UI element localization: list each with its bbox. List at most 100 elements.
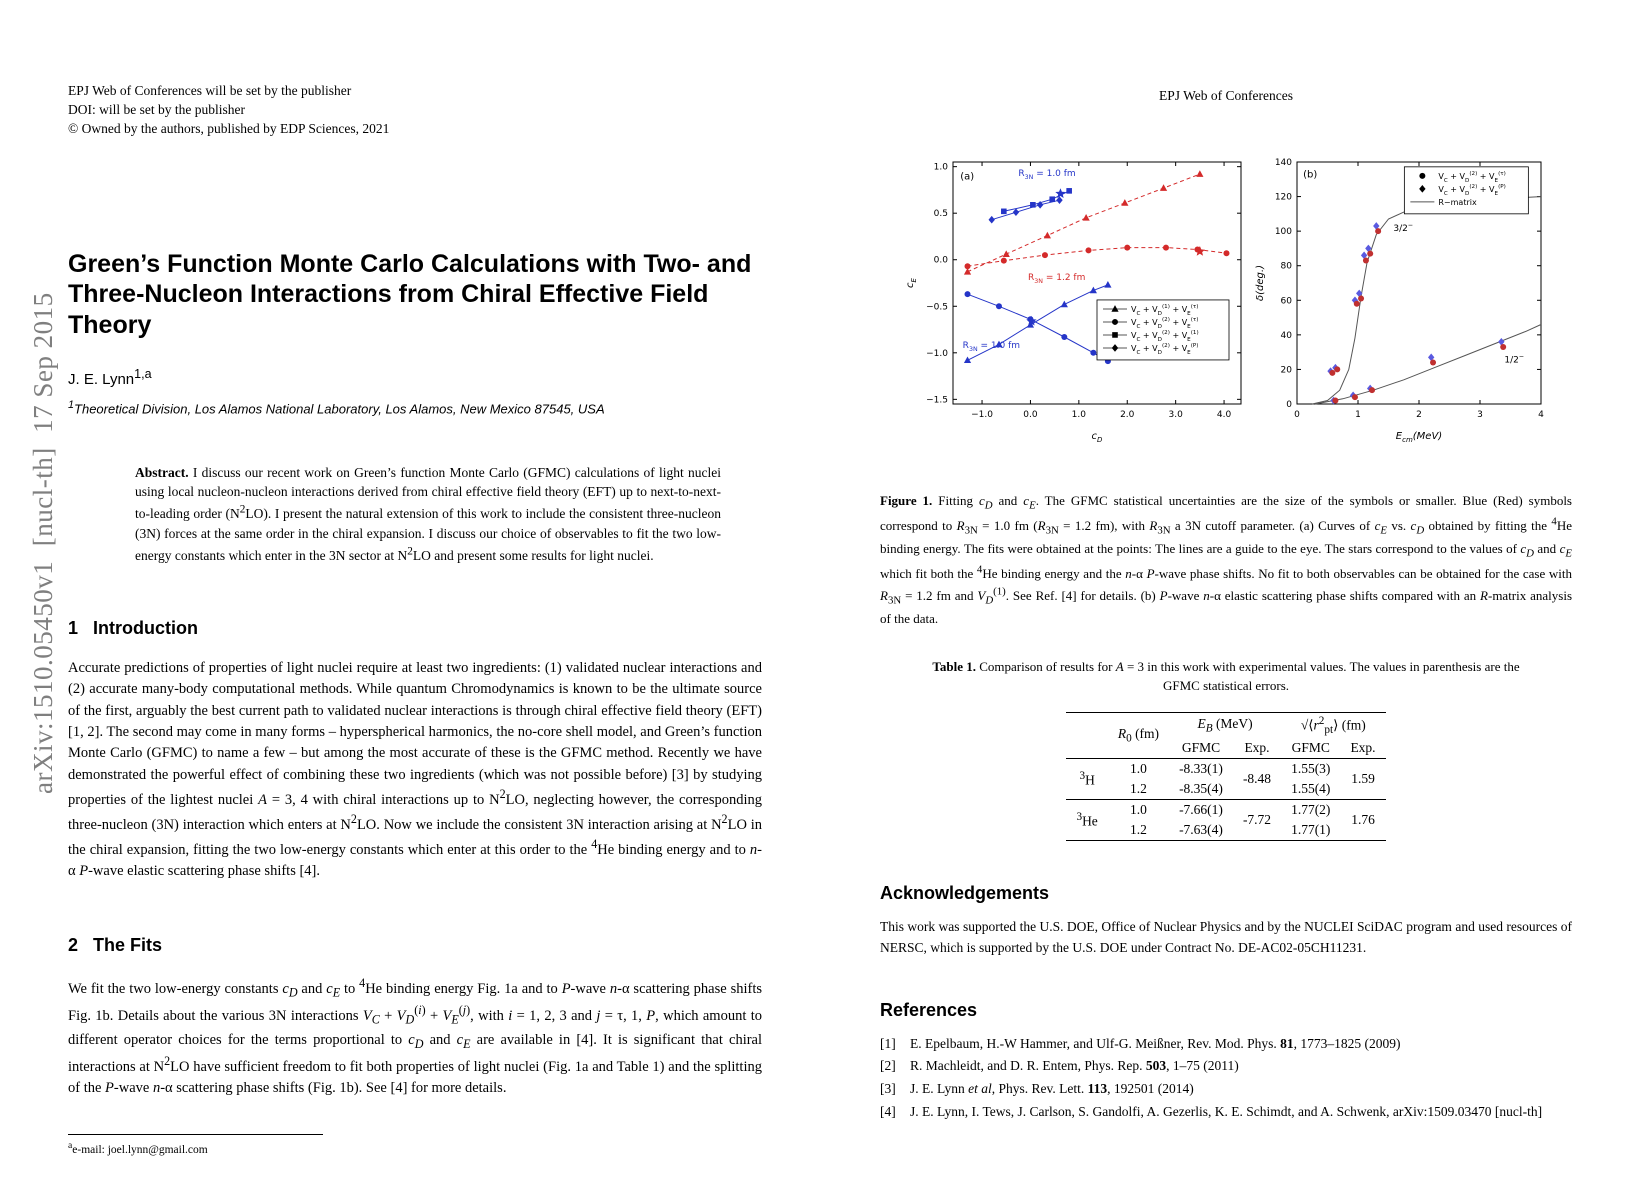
svg-text:3.0: 3.0 — [1168, 410, 1183, 420]
table1-caption-text: Comparison of results for A = 3 in this … — [979, 659, 1520, 693]
svg-text:120: 120 — [1275, 193, 1292, 203]
reference-text: R. Machleidt, and D. R. Entem, Phys. Rep… — [910, 1058, 1239, 1074]
svg-text:R3N = 1.0 fm: R3N = 1.0 fm — [963, 341, 1020, 353]
svg-text:0: 0 — [1286, 400, 1292, 410]
section-title: Introduction — [93, 618, 198, 639]
cell-eb-gfmc: -7.63(4) — [1179, 822, 1223, 838]
svg-text:0.0: 0.0 — [1023, 410, 1038, 420]
affiliation: 1Theoretical Division, Los Alamos Nation… — [68, 399, 762, 416]
abstract-text: I discuss our recent work on Green’s fun… — [135, 464, 721, 564]
svg-text:80: 80 — [1281, 262, 1293, 272]
figure1: −1.0 0.0 1.0 2.0 3.0 4.0 1.0 0.5 0.0 −0.5 −1.0 −1.5… — [880, 154, 1572, 449]
table-row: 3H 1.0 -8.33(1) -8.48 1.55(3) 1.59 — [1066, 758, 1386, 788]
svg-text:δ(deg.): δ(deg.) — [1255, 265, 1266, 301]
footnote-rule — [68, 1133, 323, 1135]
svg-text:2.0: 2.0 — [1120, 410, 1135, 420]
svg-text:cE: cE — [905, 277, 918, 288]
svg-text:1.0: 1.0 — [934, 163, 949, 173]
affiliation-marker: 1 — [68, 399, 75, 412]
reference-item: [3] J. E. Lynn et al, Phys. Rev. Lett. 1… — [880, 1079, 1572, 1099]
table-row: 1.2 -7.63(4) 1.77(1) — [1066, 820, 1385, 841]
figure1-caption: Figure 1. Fitting cD and cE. The GFMC st… — [880, 491, 1572, 628]
svg-text:4: 4 — [1538, 410, 1544, 420]
svg-text:(b): (b) — [1303, 170, 1317, 181]
svg-text:20: 20 — [1281, 365, 1293, 375]
footnote-text: e-mail: joel.lynn@gmail.com — [72, 1143, 208, 1156]
cell-eb-exp: -8.48 — [1242, 771, 1272, 787]
svg-text:(a): (a) — [960, 172, 974, 183]
reference-item: [4] J. E. Lynn, I. Tews, J. Carlson, S. … — [880, 1102, 1572, 1122]
acknowledgements-text: This work was supported the U.S. DOE, Of… — [880, 919, 1572, 955]
header-r0: R0 (fm) — [1117, 726, 1160, 746]
svg-text:−0.5: −0.5 — [926, 302, 948, 312]
svg-text:VC + VD(1) + VE(τ): VC + VD(1) + VE(τ) — [1131, 304, 1198, 317]
results-table-header: R0 (fm) EB (MeV) √⟨r2pt⟩ (fm) GFMC Exp. … — [1066, 713, 1386, 759]
reference-label: [3] — [880, 1081, 896, 1097]
cell-eb-exp: -7.72 — [1242, 812, 1272, 828]
publisher-line-3: © Owned by the authors, published by EDP… — [68, 120, 390, 136]
reference-item: [2] R. Machleidt, and D. R. Entem, Phys.… — [880, 1056, 1572, 1076]
publisher-line-2: DOI: will be set by the publisher — [68, 101, 245, 117]
table1-caption: Table 1. Comparison of results for A = 3… — [926, 658, 1526, 695]
svg-text:1: 1 — [1355, 410, 1361, 420]
svg-text:VC + VD(2) + VE(P): VC + VD(2) + VE(P) — [1438, 184, 1505, 197]
svg-text:0.0: 0.0 — [934, 256, 949, 266]
cell-r0: 1.2 — [1130, 822, 1147, 838]
svg-text:R−matrix: R−matrix — [1438, 198, 1477, 207]
author-line: J. E. Lynn1,a — [68, 367, 762, 388]
introduction-paragraph: Accurate predictions of properties of li… — [68, 660, 763, 880]
svg-text:2: 2 — [1416, 410, 1422, 420]
reference-label: [2] — [880, 1058, 896, 1074]
cell-eb-gfmc: -8.35(4) — [1179, 781, 1223, 797]
cell-r-exp: 1.76 — [1351, 812, 1375, 828]
cell-r-gfmc: 1.77(1) — [1291, 822, 1331, 838]
acknowledgements-heading: Acknowledgements — [880, 883, 1050, 904]
svg-text:1.0: 1.0 — [1072, 410, 1087, 420]
table-row: 3He 1.0 -7.66(1) -7.72 1.77(2) 1.76 — [1066, 799, 1386, 829]
publisher-block: EPJ Web of Conferences will be set by th… — [68, 82, 762, 139]
svg-text:4.0: 4.0 — [1217, 410, 1232, 420]
header-eb-gfmc: GFMC — [1181, 740, 1221, 756]
cell-nuclide-3he: 3He — [1076, 811, 1098, 829]
svg-text:VC + VD(2) + VE(τ): VC + VD(2) + VE(τ) — [1438, 171, 1505, 184]
arxiv-watermark: arXiv:1510.05450v1 [nucl-th] 17 Sep 2015 — [28, 292, 58, 794]
header-eb-exp: Exp. — [1244, 740, 1270, 756]
cell-r0: 1.2 — [1130, 781, 1147, 797]
cell-r-gfmc: 1.77(2) — [1291, 802, 1331, 818]
right-column: EPJ Web of Conferences −1.0 0.0 1.0 2.0 3.0 4… — [880, 88, 1572, 1124]
reference-item: [1] E. Epelbaum, H.-W Hammer, and Ulf-G.… — [880, 1034, 1572, 1054]
footnote-marker: a — [68, 1139, 73, 1151]
svg-text:−1.0: −1.0 — [926, 349, 948, 359]
svg-text:3/2−: 3/2− — [1393, 222, 1413, 234]
cell-nuclide-3h: 3H — [1079, 770, 1095, 788]
abstract-label: Abstract. — [135, 464, 189, 480]
cell-r-gfmc: 1.55(4) — [1291, 781, 1331, 797]
running-head: EPJ Web of Conferences — [1158, 88, 1293, 103]
author-marker: 1,a — [134, 367, 152, 382]
svg-text:3: 3 — [1477, 410, 1483, 420]
table-row: 1.2 -8.35(4) 1.55(4) — [1066, 779, 1385, 800]
figure1-panel-a: −1.0 0.0 1.0 2.0 3.0 4.0 1.0 0.5 0.0 −0.5 −1.0 −1.5… — [901, 154, 1251, 449]
footnote: ae-mail: joel.lynn@gmail.com — [68, 1133, 762, 1156]
section-number: 1 — [68, 618, 79, 639]
svg-text:VC + VD(2) + VE(P): VC + VD(2) + VE(P) — [1131, 343, 1198, 356]
references-heading: References — [880, 999, 978, 1020]
affiliation-text: Theoretical Division, Los Alamos Nationa… — [74, 401, 605, 417]
svg-text:R3N = 1.0 fm: R3N = 1.0 fm — [1018, 169, 1075, 181]
svg-text:0.5: 0.5 — [934, 209, 948, 219]
svg-text:0: 0 — [1294, 410, 1300, 420]
figure1-panel-b: 0 1 2 3 4 0 20 40 60 80 100 120 140 Ecm(MeV) δ(deg.) (b… — [1251, 154, 1551, 449]
table1-caption-label: Table 1. — [932, 659, 976, 675]
section-number: 2 — [68, 934, 79, 955]
header-eb: EB (MeV) — [1197, 716, 1253, 736]
svg-text:VC + VD(2) + VE(1): VC + VD(2) + VE(1) — [1131, 330, 1199, 343]
left-column: EPJ Web of Conferences will be set by th… — [68, 82, 762, 1155]
header-nuclide-empty — [1066, 713, 1107, 759]
svg-text:60: 60 — [1281, 296, 1293, 306]
svg-text:40: 40 — [1281, 331, 1293, 341]
reference-label: [1] — [880, 1035, 896, 1051]
cell-r-gfmc: 1.55(3) — [1291, 761, 1331, 777]
reference-label: [4] — [880, 1103, 896, 1119]
results-table: R0 (fm) EB (MeV) √⟨r2pt⟩ (fm) GFMC Exp. … — [1066, 712, 1386, 842]
svg-text:−1.0: −1.0 — [971, 410, 993, 420]
